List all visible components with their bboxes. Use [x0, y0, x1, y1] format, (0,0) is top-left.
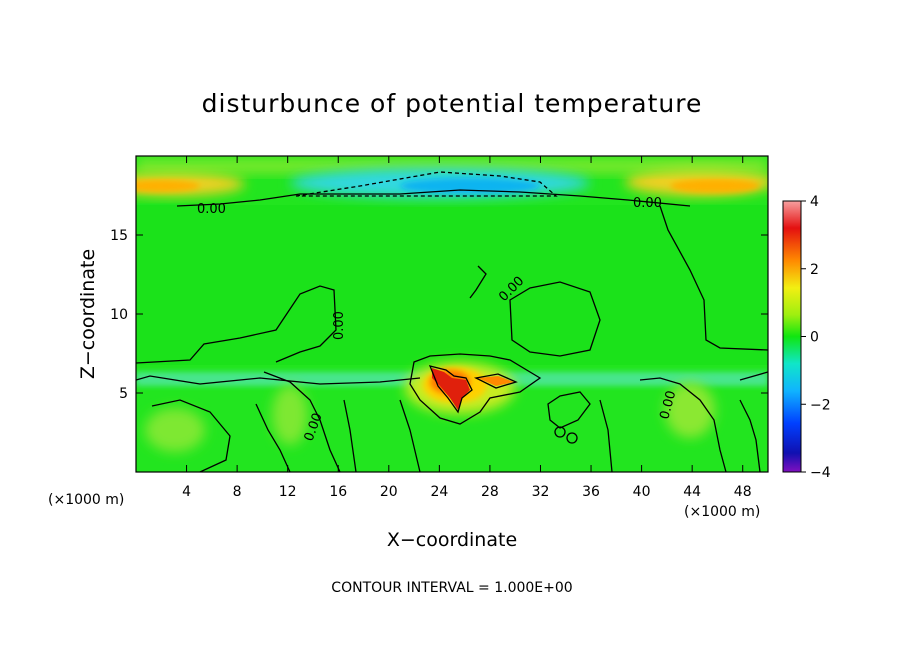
- x-tick-label: 20: [380, 484, 398, 500]
- x-tick-label: 8: [233, 484, 242, 500]
- contour-lower-7: [599, 399, 613, 472]
- upper-cold-core: [400, 178, 540, 194]
- x-axis-ticks: 4 8 12 16 20 24 28 32 36 40 44 48: [182, 156, 752, 500]
- contour-lower-5: [399, 399, 421, 472]
- colorbar-ticks: 4 2 0 −2 −4: [801, 194, 831, 481]
- colorbar-tick-label: −2: [810, 397, 831, 413]
- colorbar: [782, 200, 802, 473]
- x-axis-label: X−coordinate: [387, 529, 517, 551]
- mid-green-band: [136, 205, 768, 365]
- x-unit-left: (×1000 m): [48, 492, 124, 508]
- x-tick-label: 32: [532, 484, 550, 500]
- contour-lower-9: [739, 399, 761, 472]
- contour-label: 0.00: [633, 196, 662, 211]
- contour-lower-1: [151, 399, 231, 472]
- field-area: [136, 156, 768, 472]
- contour-label: 0.00: [657, 389, 679, 421]
- contour-lower-2: [255, 403, 291, 472]
- x-tick-label: 4: [182, 484, 191, 500]
- warm-core: [432, 368, 470, 410]
- contour-lower-6: [547, 391, 591, 429]
- y-axis-ticks: 5 10 15: [110, 228, 768, 402]
- contour-center-tail: [473, 373, 518, 389]
- lower-patch-3: [665, 382, 715, 438]
- contour-lines: [136, 171, 768, 472]
- lower-patch-1: [145, 408, 205, 452]
- contour-ring-1: [554, 426, 566, 438]
- contour-center-1: [409, 353, 542, 425]
- contour-lower-3: [263, 371, 341, 472]
- contour-interval-note: CONTOUR INTERVAL = 1.000E+00: [331, 580, 572, 596]
- contour-lower-8: [639, 377, 727, 472]
- colorbar-tick-label: 0: [810, 330, 819, 346]
- contour-label: 0.00: [332, 311, 347, 340]
- x-tick-label: 44: [683, 484, 701, 500]
- contour-left-mid: [136, 285, 337, 364]
- x-tick-label: 48: [734, 484, 752, 500]
- contour-upper-left: [176, 189, 691, 207]
- contour-right-column: [659, 205, 768, 351]
- x-tick-label: 40: [633, 484, 651, 500]
- contour-low-band: [136, 375, 421, 385]
- y-tick-label: 15: [110, 228, 128, 244]
- contour-top-small: [469, 265, 487, 299]
- contour-lower-4: [343, 399, 357, 472]
- x-tick-label: 28: [481, 484, 499, 500]
- colorbar-tick-label: 2: [810, 262, 819, 278]
- colorbar-tick-label: 4: [810, 194, 819, 210]
- x-tick-label: 24: [430, 484, 448, 500]
- y-axis-label: Z−coordinate: [77, 249, 99, 379]
- x-unit-right: (×1000 m): [684, 504, 760, 520]
- contour-center-core: [428, 365, 473, 414]
- y-tick-label: 10: [110, 307, 128, 323]
- colorbar-tick-label: −4: [810, 465, 831, 481]
- contour-right-blob: [509, 281, 601, 357]
- contour-right-edge: [739, 371, 768, 381]
- lower-patch-2: [272, 385, 308, 445]
- contour-upper-dashed: [295, 171, 558, 197]
- x-tick-label: 16: [329, 484, 347, 500]
- y-tick-label: 5: [119, 386, 128, 402]
- contour-ring-2: [566, 432, 578, 444]
- upper-greenish-strip: [136, 158, 768, 174]
- chart-title: disturbunce of potential temperature: [202, 89, 703, 118]
- upper-warm-right-core: [670, 179, 760, 193]
- upper-warm-left-core: [136, 180, 200, 192]
- x-tick-label: 36: [582, 484, 600, 500]
- warm-tail: [478, 376, 514, 386]
- contour-label: 0.00: [197, 202, 226, 217]
- x-tick-label: 12: [279, 484, 297, 500]
